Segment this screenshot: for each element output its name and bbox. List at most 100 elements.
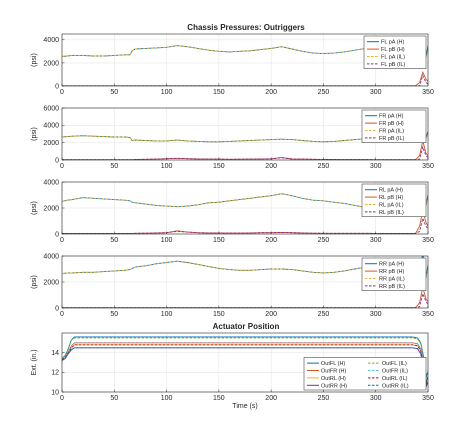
legend-entry: OutFR (H): [321, 369, 347, 375]
x-tick-label: 250: [318, 395, 330, 402]
x-tick-label: 150: [213, 89, 225, 96]
x-tick-label: 200: [265, 237, 277, 244]
x-tick-label: 250: [318, 163, 330, 170]
x-tick-label: 100: [161, 237, 173, 244]
subplot-4: 0 50 100 150 200 250 300 350 0 2000 4000 (psi) RR pA…: [31, 253, 434, 318]
legend-entry: OutRR (IL): [382, 383, 409, 389]
y-tick-label: 2000: [43, 205, 59, 212]
legend-entry: RL pA (H): [379, 188, 403, 194]
legend-entry: RR pA (H): [379, 262, 404, 268]
legend-entry: FL pB (H): [381, 47, 405, 53]
x-tick-label: 250: [318, 237, 330, 244]
y-tick-label: 4000: [43, 253, 59, 260]
x-tick-label: 150: [213, 395, 225, 402]
legend-entry: OutRL (IL): [382, 376, 408, 382]
x-tick-label: 0: [60, 395, 64, 402]
legend-entry: OutFL (IL): [382, 361, 407, 367]
y-tick-label: 2000: [43, 279, 59, 286]
y-tick-label: 6000: [43, 105, 59, 112]
series-line-7: [62, 344, 428, 384]
series-line-5: [62, 337, 428, 376]
legend-box: [303, 357, 427, 391]
x-tick-label: 250: [318, 311, 330, 318]
legend: RR pA (H)RR pB (H) RR pA (IL)RR pB (IL): [361, 257, 427, 291]
y-axis-label: (psi): [31, 275, 38, 289]
legend-entry: OutRL (H): [321, 376, 346, 382]
legend: FL pA (H)FL pB (H) FL pA (IL)FL pB (IL): [363, 35, 427, 69]
legend-entry: FR pB (IL): [379, 136, 405, 142]
x-tick-label: 50: [110, 163, 118, 170]
legend-entry: RL pB (H): [379, 195, 403, 201]
y-tick-label: 2000: [43, 60, 59, 67]
x-tick-label: 100: [161, 395, 173, 402]
legend-entry: OutRR (H): [321, 383, 347, 389]
legend-entry: FR pA (H): [379, 114, 404, 120]
x-tick-label: 100: [161, 89, 173, 96]
series-line-4: [62, 145, 428, 160]
y-tick-label: 0: [55, 231, 59, 238]
y-tick-label: 4000: [43, 37, 59, 44]
x-tick-label: 200: [265, 163, 277, 170]
x-tick-label: 350: [422, 311, 434, 318]
x-tick-label: 300: [370, 395, 382, 402]
y-tick-label: 0: [55, 157, 59, 164]
legend: RL pA (H)RL pB (H) RL pA (IL)RL pB (IL): [361, 183, 427, 217]
y-tick-label: 14: [51, 350, 59, 357]
subplot-2: 0 50 100 150 200 250 300 350 0 2000 4000 6000 (psi) F…: [31, 105, 434, 170]
y-axis-label: (psi): [31, 127, 38, 141]
x-tick-label: 150: [213, 237, 225, 244]
x-tick-label: 300: [370, 311, 382, 318]
y-tick-label: 0: [55, 83, 59, 90]
y-tick-label: 0: [55, 305, 59, 312]
legend-entry: RR pB (IL): [379, 284, 405, 290]
chart-title-pressures: Chassis Pressures: Outriggers: [187, 23, 305, 32]
x-tick-label: 200: [265, 311, 277, 318]
chart-title-actuator: Actuator Position: [213, 322, 280, 331]
y-axis-label: (psi): [31, 53, 38, 67]
series-line-6: [62, 342, 428, 382]
y-tick-label: 12: [51, 370, 59, 377]
legend: FR pA (H)FR pB (H) FR pA (IL)FR pB (IL): [361, 109, 427, 143]
x-tick-label: 50: [110, 237, 118, 244]
y-axis-label: (psi): [31, 201, 38, 215]
x-tick-label: 50: [110, 311, 118, 318]
x-tick-label: 0: [60, 237, 64, 244]
x-tick-label: 0: [60, 311, 64, 318]
x-tick-label: 50: [110, 89, 118, 96]
x-tick-label: 350: [422, 163, 434, 170]
x-axis-label: Time (s): [232, 403, 257, 410]
legend-box: [361, 183, 427, 217]
x-tick-label: 100: [161, 311, 173, 318]
y-tick-label: 4000: [43, 179, 59, 186]
x-tick-label: 350: [422, 395, 434, 402]
legend-entry: RR pA (IL): [379, 277, 405, 283]
legend-entry: FL pB (IL): [381, 62, 405, 68]
x-tick-label: 200: [265, 395, 277, 402]
x-tick-label: 0: [60, 89, 64, 96]
x-tick-label: 150: [213, 311, 225, 318]
axes-box: [61, 33, 429, 87]
x-tick-label: 300: [370, 89, 382, 96]
x-tick-label: 150: [213, 163, 225, 170]
legend-entry: FL pA (IL): [381, 55, 405, 61]
legend-entry: OutFL (H): [321, 361, 345, 367]
x-tick-label: 0: [60, 163, 64, 170]
x-tick-label: 250: [318, 89, 330, 96]
subplot-5: 0 50 100 150 200 250 300 350 10 12 14 Ext. (in.) Tim…: [31, 332, 434, 410]
legend-entry: FL pA (H): [381, 40, 404, 46]
x-tick-label: 350: [422, 89, 434, 96]
x-tick-label: 300: [370, 237, 382, 244]
x-tick-label: 100: [161, 163, 173, 170]
series-line-3: [62, 44, 428, 59]
subplot-3: 0 50 100 150 200 250 300 350 0 2000 4000 (psi) RL pA…: [31, 179, 434, 244]
legend-entry: RL pA (IL): [379, 203, 404, 209]
legend-entry: FR pA (IL): [379, 129, 404, 135]
y-axis-label: Ext. (in.): [31, 349, 38, 375]
legend-entry: OutFR (IL): [382, 369, 408, 375]
y-tick-label: 10: [51, 389, 59, 396]
series-line-4: [62, 216, 428, 234]
subplot-1: 0 50 100 150 200 250 300 350 0 2000 4000 (psi) FL pA…: [31, 33, 434, 96]
legend-entry: RR pB (H): [379, 269, 405, 275]
series-line-8: [62, 347, 428, 387]
